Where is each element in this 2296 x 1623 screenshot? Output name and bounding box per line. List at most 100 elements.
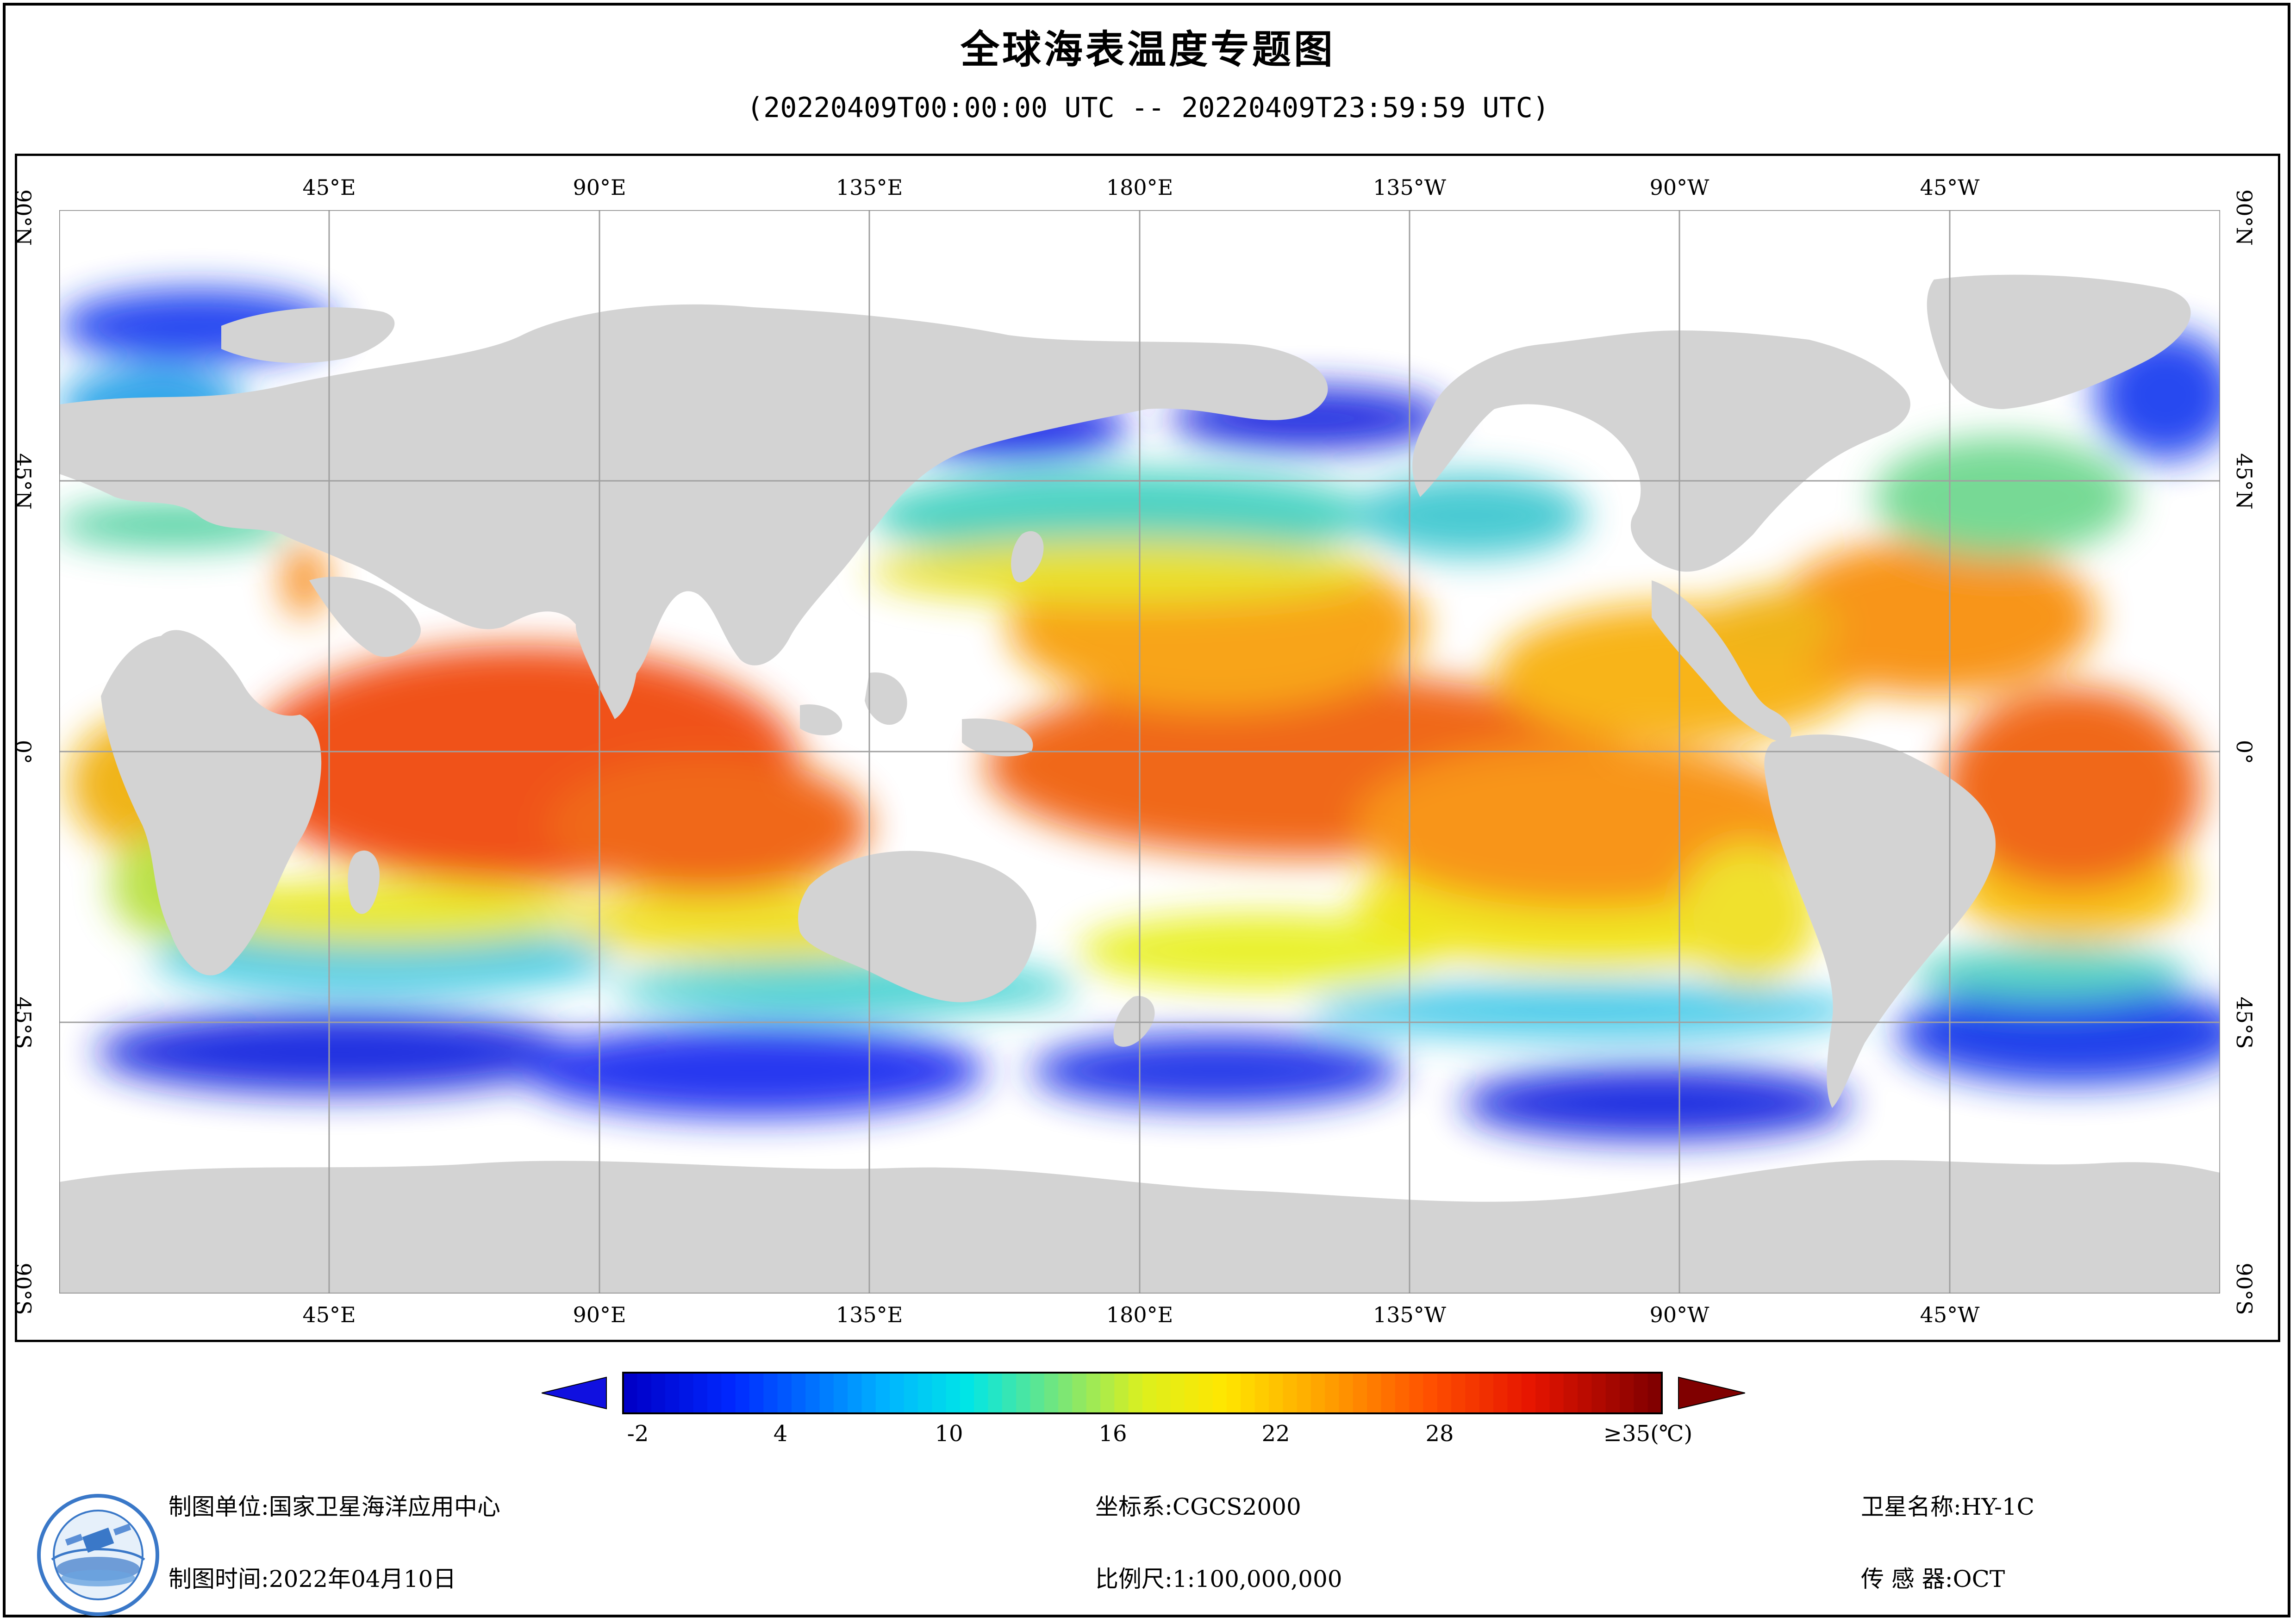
colorbar-cell (1114, 1373, 1129, 1413)
production-date-label: 制图时间:2022年04月10日 (168, 1566, 456, 1592)
colorbar-cell (904, 1373, 918, 1413)
colorbar-max-label: ≥35(℃) (1603, 1421, 1693, 1447)
colorbar-cell (861, 1373, 876, 1413)
colorbar-cell (1156, 1373, 1171, 1413)
colorbar-cell (1605, 1373, 1621, 1413)
lon-tick-top-45w: 45°W (1920, 175, 1980, 200)
lon-tick-top-90w: 90°W (1649, 175, 1710, 200)
colorbar-tick-10: 10 (935, 1421, 963, 1447)
sst-field (59, 289, 2220, 1140)
agency-logo (37, 1494, 159, 1616)
colorbar-cell (1170, 1373, 1185, 1413)
lon-tick-bottom-135e: 135°E (836, 1302, 903, 1327)
lon-tick-bottom-135w: 135°W (1373, 1302, 1447, 1327)
colorbar-cell (1634, 1373, 1648, 1413)
lat-tick-right-90s: 90°S (2232, 1262, 2257, 1315)
colorbar-cell (890, 1373, 905, 1413)
colorbar-cell (1423, 1373, 1438, 1413)
producer-label: 制图单位:国家卫星海洋应用中心 (168, 1493, 500, 1520)
outer-border (3, 3, 2290, 1617)
colorbar-cell (1212, 1373, 1227, 1413)
lat-tick-left-0: 0° (11, 740, 36, 765)
lon-tick-top-45e: 45°E (302, 175, 356, 200)
lon-tick-bottom-45w: 45°W (1920, 1302, 1980, 1327)
colorbar-low-arrow (542, 1376, 607, 1410)
colorbar-cells (623, 1373, 1662, 1413)
colorbar-cell (1395, 1373, 1410, 1413)
colorbar (542, 1372, 1745, 1414)
colorbar-cell (1268, 1373, 1284, 1413)
colorbar-cell (1451, 1373, 1466, 1413)
colorbar-cell (1283, 1373, 1298, 1413)
sensor-label: 传 感 器:OCT (1861, 1566, 2005, 1592)
colorbar-high-arrow (1678, 1376, 1745, 1410)
colorbar-cell (1409, 1373, 1424, 1413)
colorbar-cell (1381, 1373, 1396, 1413)
lon-tick-top-135w: 135°W (1373, 175, 1447, 200)
colorbar-cell (1072, 1373, 1087, 1413)
colorbar-cell (974, 1373, 989, 1413)
colorbar-cell (1353, 1373, 1368, 1413)
colorbar-cell (1465, 1373, 1480, 1413)
page-title: 全球海表温度专题图 (960, 27, 1335, 72)
colorbar-cell (1437, 1373, 1452, 1413)
colorbar-cell (679, 1373, 694, 1413)
lat-tick-left-90n: 90°N (11, 189, 36, 246)
lat-tick-left-45n: 45°N (11, 453, 36, 510)
colorbar-cell (735, 1373, 750, 1413)
colorbar-cell (1100, 1373, 1115, 1413)
colorbar-tick-4: 4 (773, 1421, 788, 1447)
lon-tick-bottom-180e: 180°E (1106, 1302, 1173, 1327)
colorbar-cell (1493, 1373, 1508, 1413)
colorbar-cell (1241, 1373, 1255, 1413)
colorbar-tick-28: 28 (1425, 1421, 1454, 1447)
colorbar-cell (1549, 1373, 1564, 1413)
colorbar-cell (763, 1373, 778, 1413)
colorbar-cell (1016, 1373, 1031, 1413)
colorbar-cell (1002, 1373, 1017, 1413)
colorbar-cell (819, 1373, 834, 1413)
colorbar-cell (1128, 1373, 1143, 1413)
colorbar-cell (777, 1373, 792, 1413)
colorbar-cell (1521, 1373, 1536, 1413)
colorbar-cell (1058, 1373, 1073, 1413)
lat-tick-left-45s: 45°S (11, 996, 36, 1049)
lon-tick-bottom-90w: 90°W (1649, 1302, 1710, 1327)
lon-tick-top-90e: 90°E (573, 175, 626, 200)
lon-tick-bottom-45e: 45°E (302, 1302, 356, 1327)
colorbar-cell (721, 1373, 736, 1413)
colorbar-cell (1507, 1373, 1522, 1413)
colorbar-cell (1044, 1373, 1059, 1413)
time-range-subtitle: (20220409T00:00:00 UTC -- 20220409T23:59… (747, 92, 1549, 124)
colorbar-cell (707, 1373, 722, 1413)
colorbar-cell (791, 1373, 806, 1413)
lon-tick-top-180e: 180°E (1106, 175, 1173, 200)
colorbar-cell (1535, 1373, 1550, 1413)
lat-tick-left-90s: 90°S (11, 1262, 36, 1315)
coordinate-system-label: 坐标系:CGCS2000 (1095, 1493, 1301, 1520)
colorbar-tick-minus2: -2 (627, 1421, 649, 1447)
colorbar-cell (1086, 1373, 1101, 1413)
colorbar-cell (988, 1373, 1003, 1413)
colorbar-cell (1479, 1373, 1494, 1413)
sst-map (59, 210, 2220, 1293)
colorbar-cell (665, 1373, 680, 1413)
colorbar-cell (637, 1373, 652, 1413)
colorbar-cell (623, 1373, 638, 1413)
colorbar-tick-16: 16 (1098, 1421, 1127, 1447)
colorbar-cell (1367, 1373, 1382, 1413)
colorbar-cell (1647, 1373, 1662, 1413)
graticule (59, 210, 2220, 1293)
colorbar-cell (932, 1373, 947, 1413)
colorbar-cell (917, 1373, 933, 1413)
map-frame (15, 154, 2280, 1342)
satellite-name-label: 卫星名称:HY-1C (1861, 1493, 2034, 1520)
colorbar-cell (749, 1373, 764, 1413)
colorbar-cell (1339, 1373, 1354, 1413)
lon-tick-top-135e: 135°E (836, 175, 903, 200)
colorbar-cell (1578, 1373, 1592, 1413)
colorbar-cell (805, 1373, 820, 1413)
lat-tick-right-0: 0° (2232, 740, 2257, 765)
colorbar-cell (1620, 1373, 1635, 1413)
colorbar-cell (1030, 1373, 1045, 1413)
